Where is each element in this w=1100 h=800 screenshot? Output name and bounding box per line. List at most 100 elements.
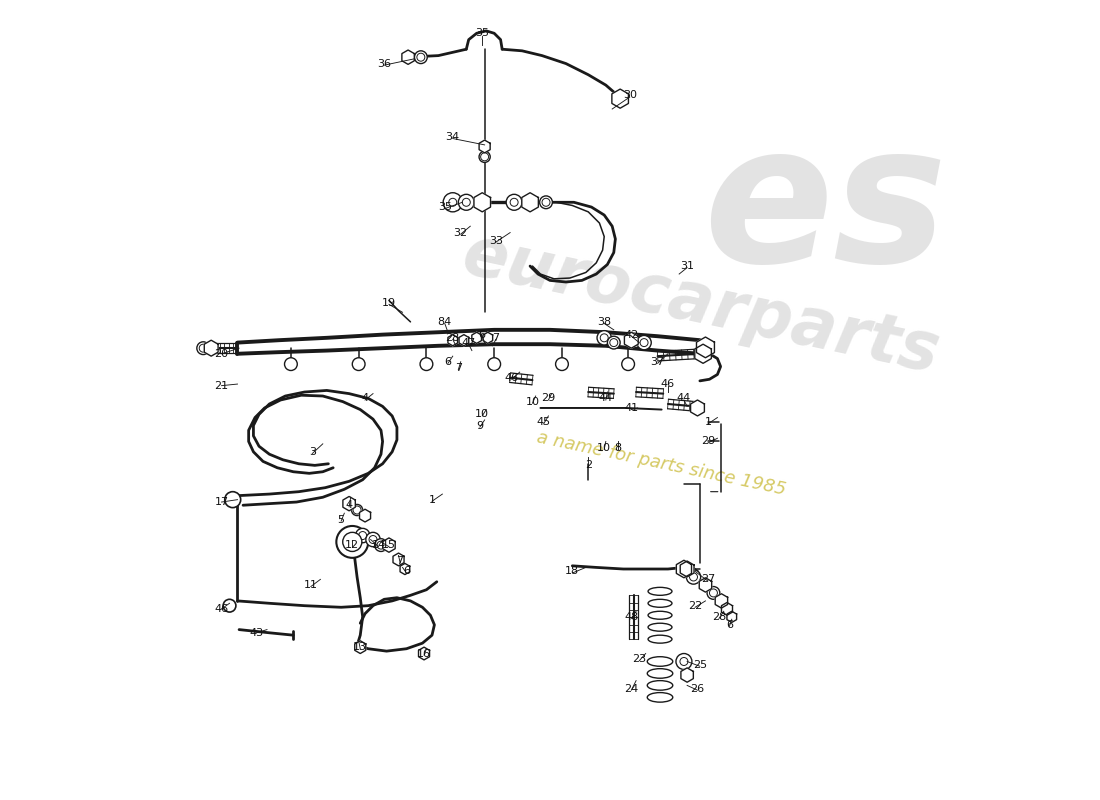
Circle shape xyxy=(525,197,536,208)
Circle shape xyxy=(637,335,651,350)
Polygon shape xyxy=(612,89,628,108)
Polygon shape xyxy=(354,641,366,654)
Polygon shape xyxy=(402,50,415,64)
Text: 5: 5 xyxy=(338,514,344,525)
Circle shape xyxy=(344,499,353,508)
Circle shape xyxy=(506,194,522,210)
Text: 36: 36 xyxy=(377,58,392,69)
Text: 23: 23 xyxy=(632,654,647,664)
Text: 4: 4 xyxy=(362,394,369,403)
Text: 22: 22 xyxy=(688,601,702,610)
Circle shape xyxy=(197,342,210,354)
Text: 29: 29 xyxy=(541,394,556,403)
Circle shape xyxy=(415,51,427,63)
Polygon shape xyxy=(393,553,404,566)
Polygon shape xyxy=(480,140,491,153)
Polygon shape xyxy=(521,193,538,212)
Text: 10: 10 xyxy=(597,443,612,453)
Text: 10: 10 xyxy=(475,410,490,419)
Text: 25: 25 xyxy=(693,660,707,670)
Polygon shape xyxy=(483,332,493,343)
Text: 15: 15 xyxy=(382,540,396,550)
Polygon shape xyxy=(700,578,712,592)
Text: 14: 14 xyxy=(372,540,386,550)
Text: 20: 20 xyxy=(214,349,229,358)
Text: 16: 16 xyxy=(417,649,431,658)
Circle shape xyxy=(607,336,620,349)
Text: 35: 35 xyxy=(438,202,452,212)
Polygon shape xyxy=(459,334,469,346)
Text: 84: 84 xyxy=(438,317,452,327)
Circle shape xyxy=(686,570,701,584)
Circle shape xyxy=(679,564,690,574)
Polygon shape xyxy=(383,538,395,552)
Circle shape xyxy=(478,151,491,162)
Circle shape xyxy=(443,193,462,212)
Text: 13: 13 xyxy=(353,642,367,652)
Circle shape xyxy=(462,198,471,206)
Text: 46: 46 xyxy=(214,604,229,614)
Ellipse shape xyxy=(647,669,673,678)
Polygon shape xyxy=(400,563,409,574)
Circle shape xyxy=(700,341,712,354)
Text: 38: 38 xyxy=(597,317,612,327)
Text: 28: 28 xyxy=(446,333,460,343)
Text: 46: 46 xyxy=(661,379,675,389)
Ellipse shape xyxy=(648,599,672,607)
Circle shape xyxy=(224,492,241,508)
Text: 6: 6 xyxy=(403,566,410,577)
Ellipse shape xyxy=(647,693,673,702)
Text: 35: 35 xyxy=(475,28,490,38)
Text: 21: 21 xyxy=(214,381,229,390)
Circle shape xyxy=(359,531,366,539)
Polygon shape xyxy=(722,602,733,615)
Text: 33: 33 xyxy=(488,235,503,246)
Text: 6: 6 xyxy=(726,620,733,630)
Circle shape xyxy=(556,358,569,370)
Text: 32: 32 xyxy=(453,227,468,238)
Circle shape xyxy=(481,153,488,161)
Circle shape xyxy=(459,194,474,210)
Polygon shape xyxy=(691,400,704,416)
Text: eurocarparts: eurocarparts xyxy=(456,222,946,387)
Circle shape xyxy=(353,506,361,514)
Text: 37: 37 xyxy=(650,357,664,366)
Text: 44: 44 xyxy=(598,394,613,403)
Text: 19: 19 xyxy=(382,298,396,308)
Text: 45: 45 xyxy=(537,418,551,427)
Circle shape xyxy=(207,343,216,353)
Circle shape xyxy=(621,358,635,370)
Circle shape xyxy=(366,532,381,546)
Circle shape xyxy=(601,334,608,342)
Text: 26: 26 xyxy=(691,683,704,694)
Text: 3: 3 xyxy=(309,447,316,457)
Text: 41: 41 xyxy=(625,403,638,413)
Circle shape xyxy=(487,358,500,370)
Text: 47: 47 xyxy=(462,338,476,347)
Ellipse shape xyxy=(648,623,672,631)
Text: 6: 6 xyxy=(478,330,486,340)
Circle shape xyxy=(352,358,365,370)
Polygon shape xyxy=(695,344,712,363)
Circle shape xyxy=(199,344,207,352)
Circle shape xyxy=(640,338,648,346)
Polygon shape xyxy=(680,561,694,577)
Text: 31: 31 xyxy=(680,261,694,271)
Circle shape xyxy=(223,599,235,612)
Text: 10: 10 xyxy=(526,397,539,406)
Text: 9: 9 xyxy=(476,421,483,430)
Circle shape xyxy=(693,403,702,413)
Polygon shape xyxy=(681,668,693,682)
Text: 17: 17 xyxy=(214,497,229,507)
Ellipse shape xyxy=(647,657,673,666)
Text: 7: 7 xyxy=(454,363,462,373)
Polygon shape xyxy=(343,497,355,511)
Circle shape xyxy=(609,338,618,346)
Text: 18: 18 xyxy=(565,566,580,577)
Text: 7: 7 xyxy=(492,333,499,343)
Text: 8: 8 xyxy=(614,443,622,453)
Circle shape xyxy=(680,658,688,666)
Text: 12: 12 xyxy=(345,540,360,550)
Text: 7: 7 xyxy=(397,556,404,566)
Text: 2: 2 xyxy=(585,460,592,470)
